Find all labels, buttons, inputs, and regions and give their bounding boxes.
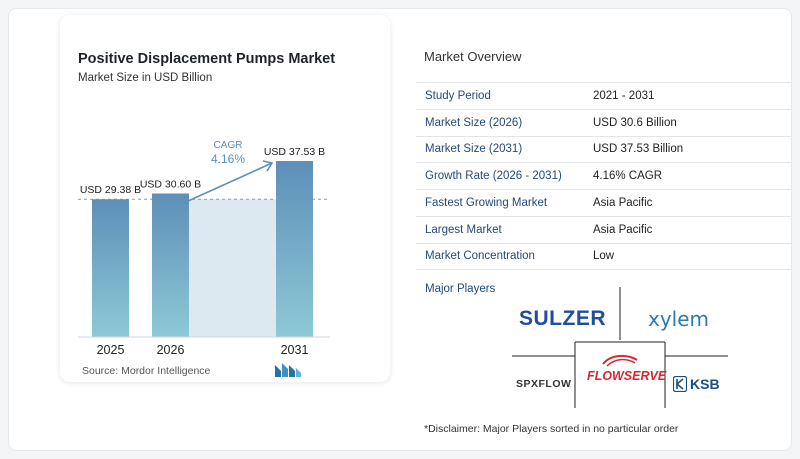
x-tick-label: 2025 <box>97 343 125 357</box>
data-label: USD 29.38 B <box>80 184 141 196</box>
overview-row: Market Size (2026) USD 30.6 Billion <box>416 108 791 136</box>
cagr-arrow <box>186 162 273 203</box>
chart-card: Positive Displacement Pumps Market Marke… <box>60 15 390 382</box>
overview-value: 4.16% CAGR <box>593 170 663 183</box>
mordor-intelligence-logo-icon <box>275 363 301 377</box>
overview-label: Study Period <box>425 89 491 102</box>
x-tick-label: 2026 <box>157 343 185 357</box>
cagr-value: 4.16% <box>211 152 245 166</box>
overview-label: Market Size (2026) <box>425 116 523 129</box>
bar-2026 <box>152 193 189 337</box>
overview-value: Asia Pacific <box>593 197 653 210</box>
overview-row: Fastest Growing Market Asia Pacific <box>416 189 791 216</box>
flowserve-swoosh-icon <box>602 354 638 367</box>
chart-title: Positive Displacement Pumps Market <box>78 51 336 67</box>
flowserve-logo: FLOWSERVE <box>587 369 667 383</box>
players-logo-grid: SULZER xylem SPXFLOW FLOWSERVE KSB <box>415 280 795 410</box>
cagr-label: CAGR <box>214 140 243 151</box>
cagr-arrowhead <box>262 160 274 172</box>
overview-label: Market Size (2031) <box>425 143 523 156</box>
overview-value: 2021 - 2031 <box>593 89 655 102</box>
ksb-emblem-icon <box>673 376 687 392</box>
overview-row: Market Concentration Low <box>416 242 791 270</box>
overview-value: USD 30.6 Billion <box>593 116 677 129</box>
sulzer-logo: SULZER <box>519 307 606 330</box>
data-label: USD 30.60 B <box>140 178 201 190</box>
major-players-title: Major Players <box>425 283 496 295</box>
chart-subtitle: Market Size in USD Billion <box>78 72 213 84</box>
overview-label: Growth Rate (2026 - 2031) <box>425 170 562 183</box>
cagr-band <box>189 199 276 337</box>
ksb-logo: KSB <box>690 376 720 392</box>
overview-value: USD 37.53 Billion <box>593 143 684 156</box>
overview-table: Study Period 2021 - 2031 Market Size (20… <box>416 82 791 270</box>
disclaimer: *Disclaimer: Major Players sorted in no … <box>424 423 679 435</box>
xylem-logo: xylem <box>648 307 710 331</box>
overview-row: Study Period 2021 - 2031 <box>416 82 791 109</box>
bar-chart: USD 29.38 B 2025 USD 30.60 B 2026 USD 37.53 … <box>78 140 330 357</box>
logo-grid-lines <box>512 287 728 408</box>
overview-value: Low <box>593 250 615 263</box>
data-label: USD 37.53 B <box>264 146 325 158</box>
overview-label: Largest Market <box>425 223 502 236</box>
overview-row: Largest Market Asia Pacific <box>416 215 791 243</box>
bar-2031 <box>276 161 313 337</box>
overview-label: Market Concentration <box>425 250 535 263</box>
overview-value: Asia Pacific <box>593 223 653 236</box>
overview-row: Market Size (2031) USD 37.53 Billion <box>416 135 791 163</box>
bar-2025 <box>92 199 129 337</box>
overview-label: Fastest Growing Market <box>425 197 548 210</box>
x-tick-label: 2031 <box>281 343 309 357</box>
overview-title: Market Overview <box>424 49 522 64</box>
market-overview-panel: Market Overview Study Period 2021 - 2031… <box>415 0 795 459</box>
spxflow-logo: SPXFLOW <box>516 378 572 390</box>
overview-row: Growth Rate (2026 - 2031) 4.16% CAGR <box>416 162 791 189</box>
chart-source: Source: Mordor Intelligence <box>82 365 211 377</box>
